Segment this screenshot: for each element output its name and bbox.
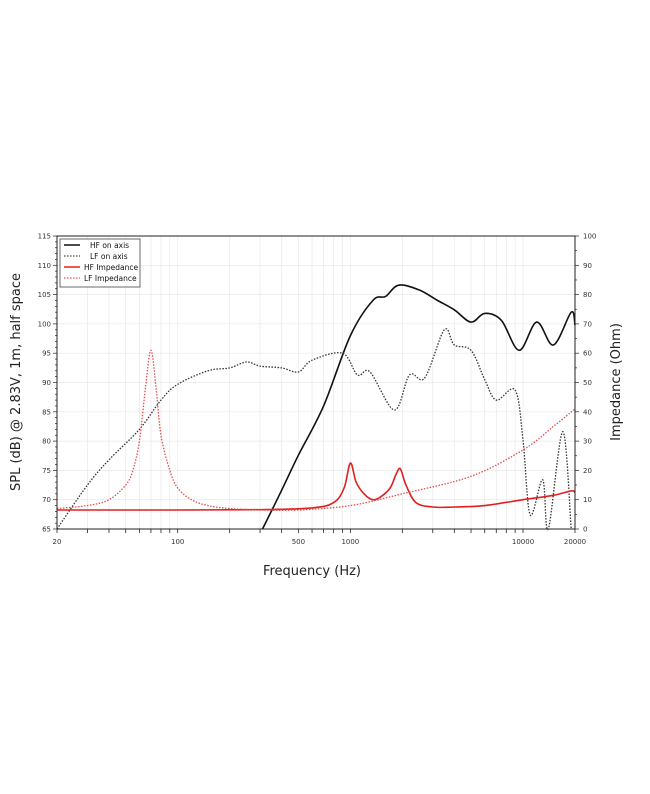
- series-group: [56, 284, 576, 531]
- y-tick-label: 75: [42, 467, 51, 475]
- x-axis-ticks: 20 100 500 1000 10000 20000: [53, 529, 586, 546]
- y2-tick-label: 100: [583, 233, 596, 241]
- y-tick-label: 85: [42, 408, 51, 416]
- y2-tick-label: 30: [583, 438, 592, 446]
- series-lf-impedance: [56, 349, 576, 512]
- y2-tick-label: 50: [583, 379, 592, 387]
- legend-item-lf-on-axis: LF on axis: [64, 252, 128, 261]
- x-tick-label: 20: [53, 538, 62, 546]
- y-tick-label: 100: [38, 320, 51, 328]
- y-tick-label: 65: [42, 526, 51, 534]
- y-tick-label: 110: [38, 262, 51, 270]
- y-tick-label: 105: [38, 291, 51, 299]
- y-tick-label: 90: [42, 379, 51, 387]
- y2-tick-label: 90: [583, 262, 592, 270]
- series-hf-on-axis: [261, 284, 576, 530]
- x-tick-label: 100: [171, 538, 184, 546]
- y-tick-label: 115: [38, 233, 51, 241]
- y2-tick-label: 70: [583, 320, 592, 328]
- y2-tick-label: 10: [583, 496, 592, 504]
- y2-tick-label: 20: [583, 467, 592, 475]
- legend-label: HF Impedance: [84, 263, 138, 272]
- x-tick-label: 1000: [341, 538, 359, 546]
- series-hf-impedance: [57, 462, 576, 511]
- series-lf-on-axis: [56, 328, 572, 531]
- y2-tick-label: 80: [583, 291, 592, 299]
- x-axis-title: Frequency (Hz): [263, 564, 361, 579]
- x-tick-label: 500: [292, 538, 305, 546]
- legend: HF on axis LF on axis HF Impedance LF Im…: [59, 238, 141, 288]
- y2-axis-title: Impedance (Ohm): [609, 323, 624, 441]
- x-tick-label: 10000: [512, 538, 534, 546]
- y-tick-label: 95: [42, 350, 51, 358]
- legend-item-lf-impedance: LF Impedance: [64, 274, 137, 283]
- y-tick-label: 70: [42, 496, 51, 504]
- legend-label: LF on axis: [90, 252, 128, 261]
- legend-label: HF on axis: [90, 241, 129, 250]
- y2-axis-ticks: 0 10 20 30 40 50 60 70 80 90 100: [575, 233, 596, 534]
- y2-tick-label: 0: [583, 526, 587, 534]
- y-axis-title: SPL (dB) @ 2.83V, 1m, half space: [9, 273, 24, 491]
- legend-label: LF Impedance: [84, 274, 137, 283]
- legend-item-hf-on-axis: HF on axis: [64, 241, 129, 250]
- y2-tick-label: 40: [583, 408, 592, 416]
- legend-item-hf-impedance: HF Impedance: [64, 263, 138, 272]
- y2-tick-label: 60: [583, 350, 592, 358]
- x-tick-label: 20000: [564, 538, 586, 546]
- y-tick-label: 80: [42, 438, 51, 446]
- y-axis-ticks: 65 70 75 80 85 90 95 100 105 110 115: [38, 233, 57, 534]
